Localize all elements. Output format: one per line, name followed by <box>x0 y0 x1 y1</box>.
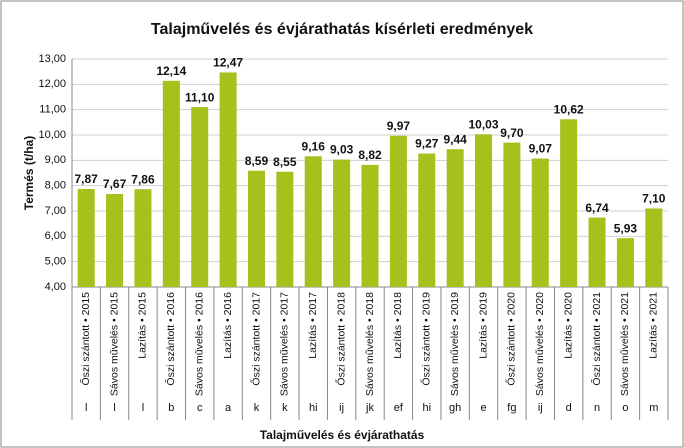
bar <box>645 208 663 287</box>
x-tick-label: Lazítás • 2015 <box>137 292 149 359</box>
x-tick-label: Lazítás • 2020 <box>562 292 574 359</box>
group-letter: ef <box>394 402 404 414</box>
x-tick-label: Őszi szántott • 2020 <box>504 292 518 386</box>
value-label: 9,03 <box>330 143 354 157</box>
y-tick-label: 7,00 <box>45 205 66 217</box>
bar <box>389 135 407 287</box>
group-letter: ij <box>339 402 344 414</box>
bar <box>588 217 606 287</box>
group-letter: k <box>282 402 288 414</box>
y-tick-label: 5,00 <box>45 256 66 268</box>
bar <box>616 238 634 287</box>
value-label: 9,07 <box>529 142 553 156</box>
value-label: 10,03 <box>469 117 499 131</box>
bar <box>276 171 294 287</box>
bar <box>418 153 436 287</box>
bar <box>162 80 180 287</box>
value-label: 6,74 <box>585 201 609 215</box>
group-letter: gh <box>449 402 461 414</box>
x-tick-label: Őszi szántott • 2017 <box>248 292 262 386</box>
bar <box>560 119 578 287</box>
y-tick-label: 10,00 <box>38 129 66 141</box>
y-tick-label: 9,00 <box>45 154 66 166</box>
bar <box>475 134 493 287</box>
y-axis-title: Termés (t/ha) <box>22 136 36 210</box>
x-tick-label: Őszi szántott • 2021 <box>589 292 603 386</box>
bar <box>191 107 209 287</box>
x-axis-title: Talajművelés és évjárathatás <box>260 428 425 442</box>
value-label: 12,47 <box>213 56 243 70</box>
value-label: 5,93 <box>614 221 638 235</box>
group-letter: m <box>649 402 658 414</box>
bar <box>219 72 237 287</box>
x-tick-label: Lazítás • 2021 <box>648 292 660 359</box>
bar <box>503 142 521 287</box>
group-letter: o <box>622 402 628 414</box>
value-label: 9,44 <box>443 132 467 146</box>
y-tick-label: 6,00 <box>45 230 66 242</box>
group-letter: ij <box>538 402 543 414</box>
value-label: 9,16 <box>302 139 326 153</box>
group-letter: jk <box>365 402 374 414</box>
x-tick-label: Sávos művelés • 2015 <box>108 292 120 396</box>
x-tick-label: Őszi szántott • 2018 <box>333 292 347 386</box>
x-tick-label: Sávos művelés • 2018 <box>364 292 376 396</box>
bar <box>531 158 549 287</box>
y-tick-label: 4,00 <box>45 281 66 293</box>
value-label: 8,55 <box>273 155 297 169</box>
value-label: 8,82 <box>358 148 382 162</box>
value-label: 7,10 <box>642 192 666 206</box>
bar <box>446 149 464 287</box>
bar <box>106 194 124 287</box>
y-tick-label: 13,00 <box>38 53 66 65</box>
group-letter: n <box>594 402 600 414</box>
group-letter: l <box>85 402 87 414</box>
x-tick-label: Lazítás • 2017 <box>307 292 319 359</box>
group-letter: hi <box>309 402 318 414</box>
x-tick-label: Lazítás • 2019 <box>477 292 489 359</box>
group-letter: k <box>254 402 260 414</box>
value-label: 9,97 <box>387 119 411 133</box>
group-letter: d <box>566 402 572 414</box>
x-tick-label: Sávos művelés • 2017 <box>279 292 291 396</box>
group-letter: e <box>480 402 486 414</box>
value-label: 10,62 <box>554 102 584 116</box>
x-tick-label: Őszi szántott • 2015 <box>78 292 92 386</box>
chart-title: Talajművelés és évjárathatás kísérleti e… <box>151 21 533 38</box>
value-label: 7,86 <box>131 172 155 186</box>
x-tick-label: Sávos művelés • 2019 <box>449 292 461 396</box>
value-label: 7,87 <box>75 172 99 186</box>
x-tick-label: Őszi szántott • 2019 <box>419 292 433 386</box>
bar <box>361 164 379 287</box>
x-tick-label: Sávos művelés • 2021 <box>619 292 631 396</box>
value-label: 8,59 <box>245 154 269 168</box>
bar <box>77 188 95 287</box>
value-label: 9,27 <box>415 137 439 151</box>
y-tick-label: 12,00 <box>38 78 66 90</box>
bar <box>247 170 265 287</box>
y-tick-label: 11,00 <box>39 104 66 116</box>
x-tick-label: Sávos művelés • 2020 <box>534 292 546 396</box>
group-letter: l <box>142 402 144 414</box>
group-letter: hi <box>422 402 431 414</box>
value-label: 12,14 <box>156 64 186 78</box>
bar <box>333 159 351 287</box>
x-tick-label: Lazítás • 2016 <box>222 292 234 359</box>
value-label: 9,70 <box>500 126 524 140</box>
y-tick-label: 8,00 <box>45 180 66 192</box>
x-tick-label: Lazítás • 2018 <box>392 292 404 359</box>
group-letter: a <box>225 402 232 414</box>
bar <box>304 156 322 287</box>
group-letter: c <box>197 402 203 414</box>
x-tick-label: Őszi szántott • 2016 <box>163 292 177 386</box>
group-letter: b <box>168 402 174 414</box>
group-letter: l <box>113 402 115 414</box>
bar <box>134 189 152 287</box>
x-tick-label: Sávos művelés • 2016 <box>193 292 205 396</box>
value-label: 11,10 <box>185 90 215 104</box>
value-label: 7,67 <box>103 177 127 191</box>
group-letter: fg <box>507 402 516 414</box>
